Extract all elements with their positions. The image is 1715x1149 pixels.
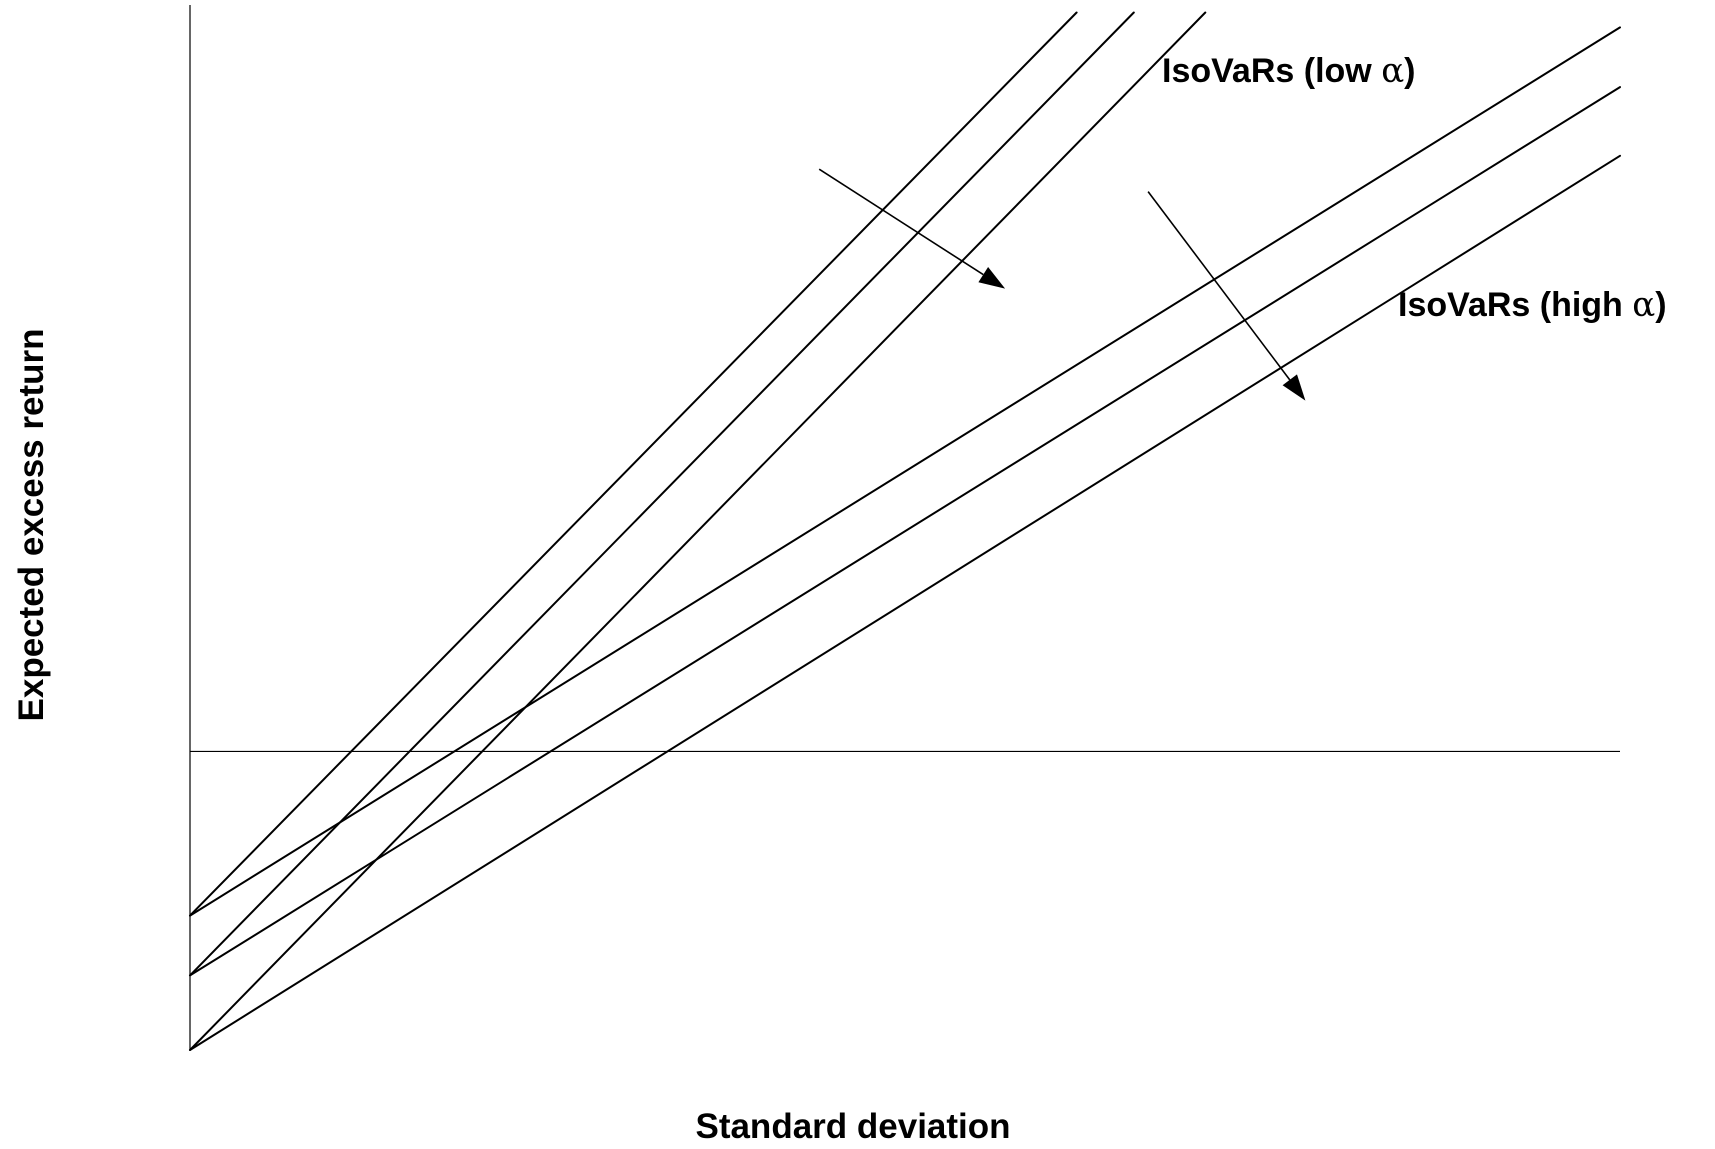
arrow-high-alpha (1147, 191, 1291, 381)
shift-arrows (818, 168, 1306, 401)
isovar-line-low-1 (189, 11, 1078, 917)
isovar-line-high-4 (189, 26, 1621, 917)
arrow-low-alpha (818, 168, 984, 276)
isovar-line-low-3 (189, 11, 1207, 1051)
alpha-symbol: α (1632, 285, 1655, 325)
annotation-low-alpha: IsoVaRs (low α) (1162, 51, 1415, 91)
annotation-low-suffix: ) (1404, 52, 1415, 90)
isovar-line-high-6 (189, 154, 1621, 1051)
x-axis-label: Standard deviation (695, 1107, 1010, 1146)
arrowhead-high-alpha (1282, 374, 1306, 401)
alpha-symbol: α (1381, 51, 1404, 91)
annotation-high-suffix: ) (1655, 286, 1666, 324)
annotation-high-alpha: IsoVaRs (high α) (1398, 285, 1667, 325)
annotation-high-prefix: IsoVaRs (high (1398, 286, 1632, 324)
arrowhead-low-alpha (978, 267, 1006, 289)
y-axis-label: Expected excess return (12, 329, 51, 722)
isovar-lines (189, 11, 1621, 1051)
isovar-line-high-5 (189, 86, 1621, 977)
annotation-low-prefix: IsoVaRs (low (1162, 52, 1381, 90)
isovar-line-low-2 (189, 11, 1135, 977)
axes (189, 5, 1620, 1050)
